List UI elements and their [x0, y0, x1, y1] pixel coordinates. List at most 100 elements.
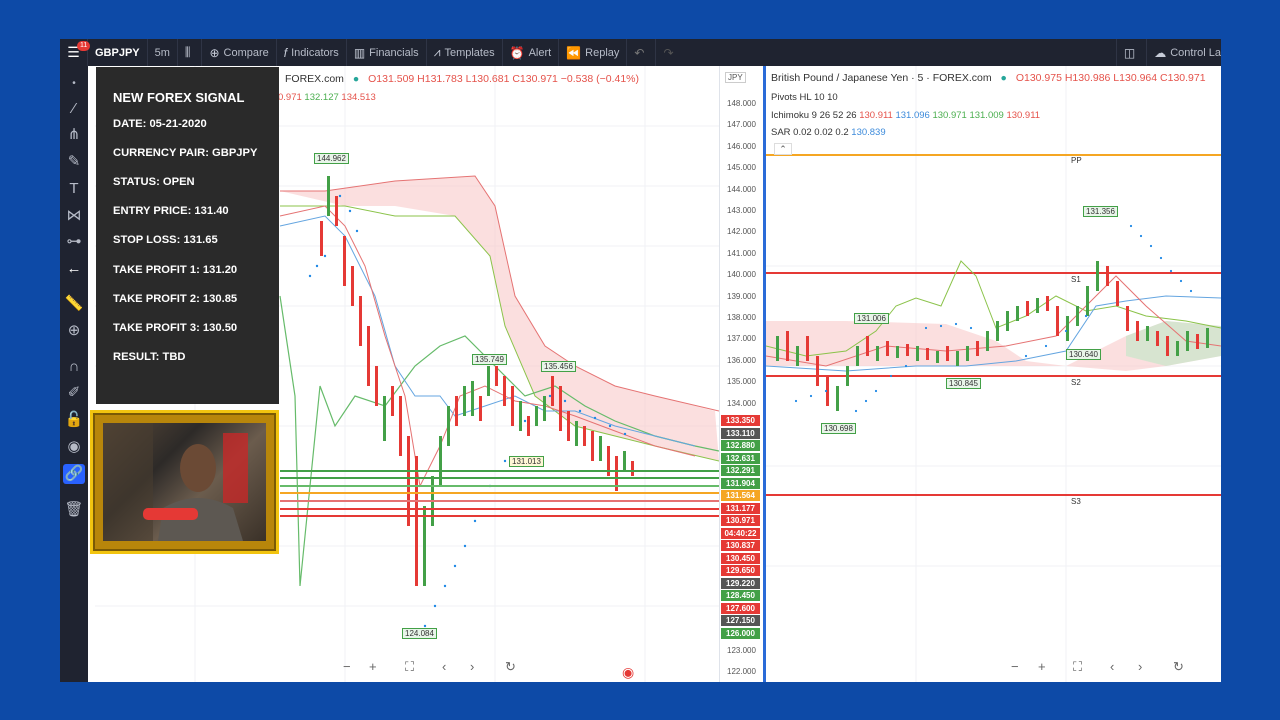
price-tick-label: 140.000 — [727, 270, 756, 279]
status-dot-icon: ● — [1000, 72, 1007, 84]
undo-button[interactable]: ↶ — [627, 39, 657, 66]
trash-icon: 🗑 — [64, 501, 84, 518]
price-tag: 130.450 — [721, 552, 760, 564]
chart-style-button[interactable]: ⫼ — [178, 39, 203, 66]
link-tool[interactable]: 🔗 — [63, 464, 85, 484]
signal-entry: ENTRY PRICE: 131.40 — [113, 205, 229, 217]
magnet-tool[interactable]: ∩ — [60, 357, 88, 377]
price-tick-label: 146.000 — [727, 142, 756, 151]
trendline-tool[interactable]: ⁄ — [60, 99, 88, 119]
right-legend: British Pound / Japanese Yen · 5 · FOREX… — [771, 72, 1206, 84]
zoom-in-button[interactable]: + — [369, 659, 377, 674]
record-icon[interactable]: ◉ — [622, 664, 635, 680]
menu-button[interactable]: ☰ 11 — [60, 39, 91, 66]
link-icon: 🔗 — [64, 465, 84, 482]
right-chart-canvas — [765, 66, 1221, 682]
fib-tool[interactable]: ⋔ — [60, 125, 88, 145]
scroll-left-button[interactable]: ‹ — [442, 659, 447, 674]
redo-button[interactable]: ↷ — [656, 39, 684, 66]
ruler-tool[interactable]: 📏 — [60, 294, 88, 314]
notification-badge: 11 — [77, 41, 91, 51]
webcam-feed — [103, 423, 266, 541]
back-tool[interactable]: ← — [60, 259, 88, 279]
right-scroll-left-button[interactable]: ‹ — [1110, 659, 1115, 674]
text-tool[interactable]: T — [60, 179, 88, 199]
zoom-tool[interactable]: ⊕ — [60, 321, 88, 341]
price-tag: 04:40:22 — [721, 527, 760, 539]
ichimoku-legend: Ichimoku 9 26 52 26 130.911 131.096 130.… — [771, 110, 1041, 121]
left-price-axis[interactable]: JPY 148.000 147.000 146.000 145.000 144.000 1… — [719, 66, 764, 682]
cloud-icon: ☁ — [1154, 45, 1167, 60]
signal-result: RESULT: TBD — [113, 351, 186, 363]
price-tag: 133.350 — [721, 415, 760, 426]
lock-icon: 🔓 — [64, 411, 84, 428]
s3-label: S3 — [1071, 497, 1081, 506]
line-icon: ⁄ — [72, 100, 76, 117]
right-high-annotation: 131.356 — [1083, 206, 1118, 217]
lock-tool[interactable]: 🔓 — [60, 410, 88, 430]
alert-button[interactable]: ⏰ Alert — [503, 39, 560, 66]
pivots-legend: Pivots HL 10 10 — [771, 92, 838, 103]
ruler-icon: 📏 — [64, 295, 84, 312]
zoom-out-button[interactable]: − — [343, 659, 351, 674]
right-annotation-1: 131.006 — [854, 313, 889, 324]
scroll-right-button[interactable]: › — [470, 659, 475, 674]
right-scroll-right-button[interactable]: › — [1138, 659, 1143, 674]
price-tag: 131.177 — [721, 502, 760, 514]
right-chart-pane[interactable]: British Pound / Japanese Yen · 5 · FOREX… — [765, 66, 1221, 682]
price-tag: 130.837 — [721, 540, 760, 551]
right-fullscreen-button[interactable]: ⛶ — [1073, 659, 1083, 674]
cursor-tool[interactable]: • — [60, 74, 88, 94]
s2-label: S2 — [1071, 378, 1081, 387]
interval-button[interactable]: 5m — [148, 39, 178, 66]
signal-tp2: TAKE PROFIT 2: 130.85 — [113, 293, 238, 305]
alarm-icon: ⏰ — [509, 45, 525, 60]
cloud-span-line-red — [280, 175, 720, 412]
arrow-left-icon: ← — [66, 260, 82, 277]
pp-label: PP — [1071, 156, 1082, 165]
signal-tp1: TAKE PROFIT 1: 131.20 — [113, 264, 238, 276]
replay-button[interactable]: ⏪ Replay — [559, 39, 628, 66]
right-candles — [776, 261, 1209, 411]
compare-button[interactable]: ⊕ Compare — [202, 39, 277, 66]
fullscreen-button[interactable]: ⛶ — [405, 659, 415, 674]
price-tick-label: 139.000 — [727, 292, 756, 301]
undo-icon: ↶ — [634, 45, 645, 60]
pattern-icon: ⋈ — [66, 207, 82, 224]
signal-status: STATUS: OPEN — [113, 176, 195, 188]
ichimoku-cloud — [280, 176, 719, 461]
pattern-tool[interactable]: ⋈ — [60, 206, 88, 226]
low-annotation: 124.084 — [402, 628, 437, 639]
financials-button[interactable]: ▥ Financials — [347, 39, 427, 66]
right-low-annotation: 130.698 — [821, 423, 856, 434]
price-tag: 132.291 — [721, 465, 760, 476]
trash-tool[interactable]: 🗑 — [60, 500, 88, 520]
signal-heading: NEW FOREX SIGNAL — [113, 90, 245, 105]
brush-tool[interactable]: ✎ — [60, 152, 88, 172]
redo-icon: ↷ — [663, 45, 674, 60]
layout-button[interactable]: ◫ — [1115, 39, 1148, 66]
right-reset-button[interactable]: ↻ — [1173, 659, 1184, 674]
draw-mode-tool[interactable]: ✐ — [60, 383, 88, 403]
visibility-tool[interactable]: ◉ — [60, 437, 88, 457]
measure-tool[interactable]: ⊶ — [60, 232, 88, 252]
price-tick-label: 148.000 — [727, 99, 756, 108]
right-zoom-in-button[interactable]: + — [1038, 659, 1046, 674]
signal-stop: STOP LOSS: 131.65 — [113, 234, 218, 246]
top-toolbar: ☰ 11 GBPJPY 5m ⫼ ⊕ Compare f Indicators ▥ F… — [60, 39, 1221, 66]
reset-button[interactable]: ↻ — [505, 659, 516, 674]
magnet-icon: ∩ — [68, 358, 80, 375]
indicators-button[interactable]: f Indicators — [277, 39, 347, 66]
symbol-search-button[interactable]: GBPJPY — [88, 39, 148, 66]
price-tag: 131.564 — [721, 490, 760, 501]
right-zoom-out-button[interactable]: − — [1011, 659, 1019, 674]
cloud-save-button[interactable]: ☁ Control La — [1154, 45, 1221, 60]
high-annotation: 144.962 — [314, 153, 349, 164]
zoom-in-icon: ⊕ — [67, 322, 81, 339]
price-tag: 132.631 — [721, 452, 760, 464]
pane-divider[interactable] — [763, 66, 766, 682]
collapse-legend-button[interactable]: ⌃ — [774, 143, 792, 155]
swing-annotation-2: 135.456 — [541, 361, 576, 372]
currency-badge: JPY — [725, 72, 746, 83]
templates-button[interactable]: ⩘ Templates — [427, 39, 503, 66]
